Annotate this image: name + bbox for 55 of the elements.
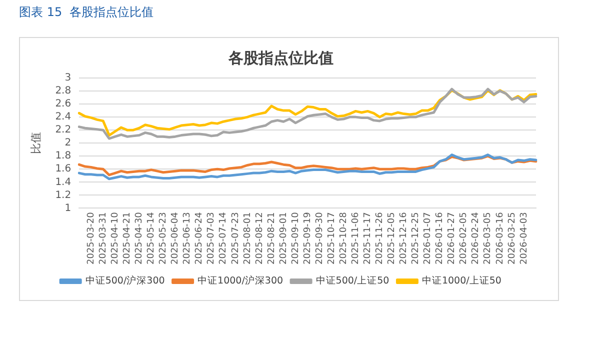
x-tick-label: 2025-11-06	[350, 212, 361, 265]
x-tick-label: 2025-08-01	[242, 212, 253, 265]
x-tick-label: 2026-03-25	[507, 212, 518, 265]
x-tick-label: 2025-09-30	[314, 212, 325, 265]
x-tick-label: 2025-03-31	[98, 212, 108, 265]
y-tick-label: 2.2	[55, 124, 72, 136]
x-tick-label: 2025-05-14	[146, 212, 157, 265]
x-tick-label: 2025-08-21	[266, 212, 277, 265]
x-tick-label: 2025-06-24	[194, 212, 205, 265]
x-tick-label: 2026-01-27	[447, 212, 458, 265]
x-tick-label: 2025-11-26	[375, 212, 386, 265]
y-tick-label: 1.2	[55, 190, 72, 201]
x-tick-label: 2026-03-05	[483, 212, 494, 265]
x-tick-label: 2025-04-10	[110, 212, 121, 265]
x-tick-label: 2025-09-10	[290, 212, 301, 265]
x-tick-label: 2025-12-16	[399, 212, 410, 265]
x-tick-label: 2025-07-14	[218, 212, 229, 265]
x-tick-label: 2025-04-21	[122, 212, 133, 265]
x-tick-label: 2026-02-05	[459, 212, 470, 265]
legend-label: 中证1000/沪深300	[198, 274, 284, 287]
chart-subtitle: 图表 15 各股指点位比值	[19, 4, 154, 21]
chart-title: 各股指点位比值	[228, 48, 334, 67]
x-tick-label: 2025-07-03	[206, 212, 217, 265]
x-tick-label: 2025-09-19	[302, 212, 313, 265]
y-tick-label: 2.8	[55, 86, 72, 97]
x-tick-label: 2025-07-23	[230, 212, 241, 265]
y-tick-label: 1.6	[55, 164, 72, 175]
y-tick-label: 1.8	[55, 150, 72, 162]
x-tick-label: 2025-10-28	[338, 212, 349, 265]
y-tick-label: 3	[64, 72, 72, 84]
x-tick-label: 2026-01-16	[435, 212, 446, 265]
x-tick-label: 2025-11-17	[363, 212, 374, 265]
x-tick-label: 2025-09-01	[278, 212, 289, 265]
x-tick-label: 2026-04-03	[519, 212, 530, 265]
x-tick-label: 2025-06-04	[170, 212, 181, 265]
y-axis-title: 比值	[29, 132, 42, 154]
x-tick-label: 2026-01-07	[423, 212, 434, 265]
x-tick-label: 2025-03-20	[86, 212, 96, 265]
y-tick-label: 1	[64, 202, 72, 214]
legend-label: 中证500/上证50	[316, 274, 390, 287]
x-tick-label: 2025-04-30	[134, 212, 145, 265]
legend-label: 中证1000/上证50	[422, 274, 502, 287]
y-tick-label: 2	[64, 138, 72, 149]
y-tick-label: 1.4	[55, 176, 72, 188]
x-tick-label: 2026-02-24	[471, 212, 482, 265]
x-tick-label: 2025-08-12	[254, 212, 265, 265]
x-tick-label: 2025-10-17	[326, 212, 337, 265]
x-tick-label: 2025-06-13	[182, 212, 193, 265]
x-tick-label: 2025-12-05	[387, 212, 398, 265]
x-tick-label: 2025-05-23	[158, 212, 169, 265]
y-tick-label: 2.6	[55, 98, 72, 110]
legend-label: 中证500/沪深300	[85, 274, 165, 287]
x-tick-label: 2026-03-16	[495, 212, 506, 265]
x-tick-label: 2025-12-25	[411, 212, 422, 265]
y-tick-label: 2.4	[55, 112, 72, 123]
